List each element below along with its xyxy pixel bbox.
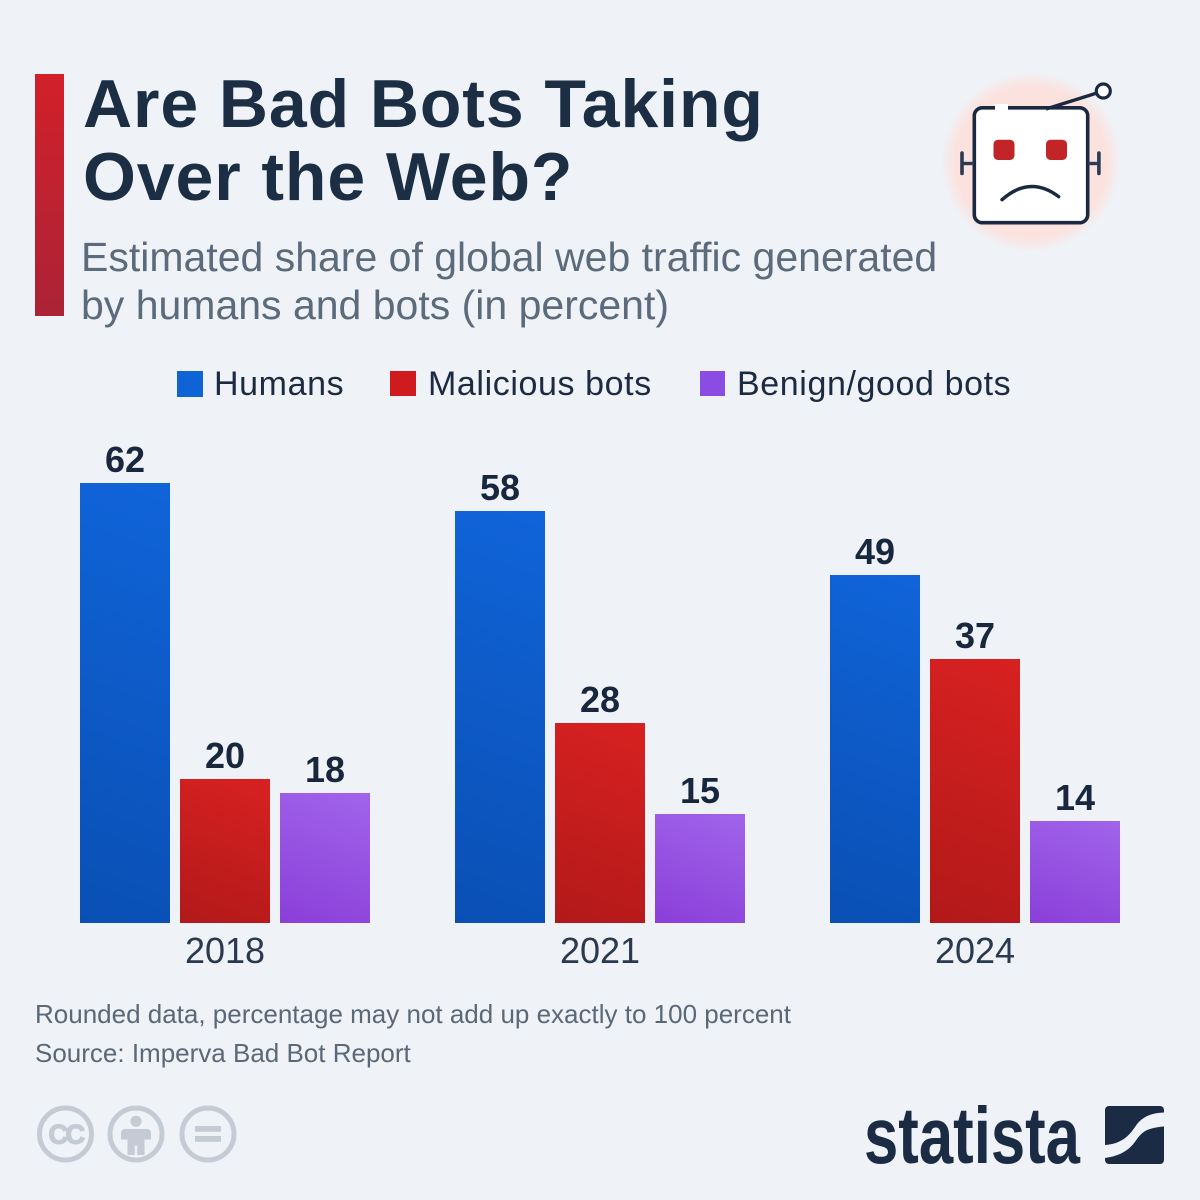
svg-text:statista: statista	[864, 1091, 1080, 1180]
svg-text:CC: CC	[49, 1120, 85, 1150]
